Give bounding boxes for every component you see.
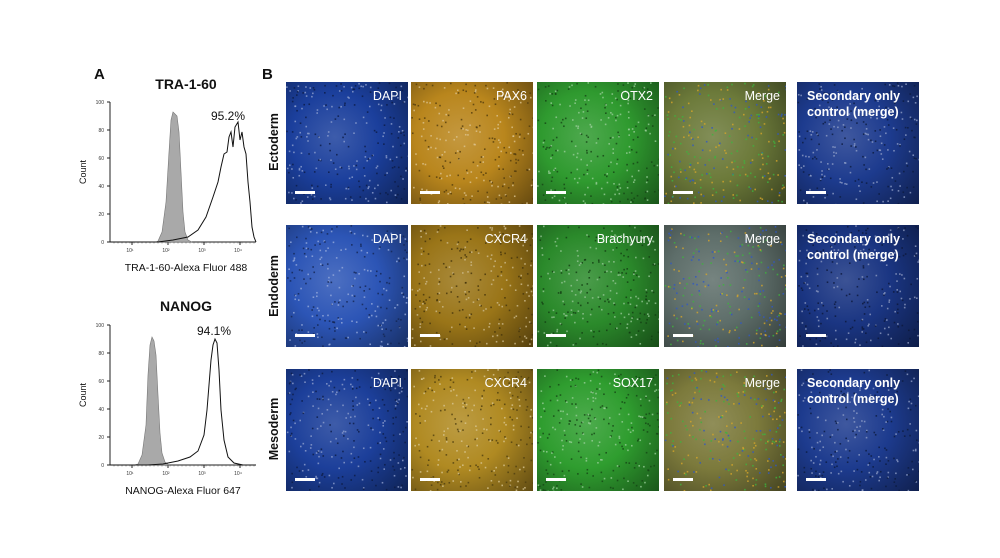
row-label-endoderm: Endoderm <box>267 255 281 317</box>
microscopy-tile: OTX2 <box>537 82 659 204</box>
y-tick-label: 80 <box>98 351 104 357</box>
stain-label: Secondary only control (merge) <box>807 89 901 119</box>
percent-positive-label: 95.2% <box>211 109 245 123</box>
stain-label: Brachyury <box>596 232 653 246</box>
stain-label: SOX17 <box>612 376 653 390</box>
percent-positive-label: 94.1% <box>197 324 231 338</box>
y-tick-label: 60 <box>98 156 104 162</box>
y-tick-label: 100 <box>96 323 105 329</box>
microscopy-tile: DAPI <box>286 369 408 491</box>
stained-histogram <box>110 337 256 466</box>
microscopy-tile: PAX6 <box>411 82 533 204</box>
y-tick-label: 0 <box>101 240 104 246</box>
x-tick-label: 10⁴ <box>234 248 242 252</box>
histogram-title: TRA-1-60 <box>155 76 217 92</box>
panel-a-letter: A <box>94 66 105 83</box>
y-tick-label: 20 <box>98 435 104 441</box>
histogram-title: NANOG <box>159 298 213 314</box>
scale-bar <box>673 478 693 481</box>
stain-label: CXCR4 <box>484 376 527 390</box>
y-tick-label: 100 <box>96 100 105 106</box>
scale-bar <box>673 334 693 337</box>
histogram-plot: 0 20 40 60 80 100 10¹ 10² 10³ 10⁴ Count 94.1% <box>78 323 256 475</box>
stain-label: OTX2 <box>620 89 653 103</box>
y-tick-label: 60 <box>98 379 104 385</box>
y-tick-label: 40 <box>98 407 104 413</box>
scale-bar <box>295 334 315 337</box>
x-tick-label: 10³ <box>198 471 206 475</box>
y-tick-label: 40 <box>98 184 104 190</box>
scale-bar <box>420 478 440 481</box>
stain-label: Secondary only control (merge) <box>807 376 901 406</box>
microscopy-tile: Secondary only control (merge) <box>797 225 919 347</box>
microscopy-tile: CXCR4 <box>411 225 533 347</box>
histogram-xlabel: TRA-1-60-Alexa Fluor 488 <box>124 262 248 274</box>
histogram-plot: 0 20 40 60 80 100 10¹ 10² 10³ 10⁴ Count 95.2% <box>78 100 257 252</box>
x-tick-label: 10⁴ <box>234 471 242 475</box>
scale-bar <box>420 191 440 194</box>
stain-label: DAPI <box>372 232 402 246</box>
stain-label: Merge <box>744 376 780 390</box>
y-axis-label: Count <box>78 383 88 408</box>
row-label-ectoderm: Ectoderm <box>267 113 281 171</box>
microscopy-tile: Brachyury <box>537 225 659 347</box>
scale-bar <box>546 191 566 194</box>
control-histogram <box>133 336 170 466</box>
microscopy-tile: Secondary only control (merge) <box>797 369 919 491</box>
y-tick-label: 0 <box>101 463 104 469</box>
stain-label: Merge <box>744 89 780 103</box>
x-tick-label: 10² <box>162 471 170 475</box>
microscopy-tile: CXCR4 <box>411 369 533 491</box>
control-histogram <box>155 111 193 243</box>
microscopy-tile: DAPI <box>286 225 408 347</box>
x-tick-label: 10¹ <box>126 471 134 475</box>
stain-label: Secondary only control (merge) <box>807 232 901 262</box>
y-tick-label: 80 <box>98 128 104 134</box>
scale-bar <box>806 334 826 337</box>
scale-bar <box>295 478 315 481</box>
x-tick-label: 10¹ <box>126 248 134 252</box>
scale-bar <box>546 478 566 481</box>
row-label-mesoderm: Mesoderm <box>267 397 281 461</box>
scale-bar <box>420 334 440 337</box>
y-tick-label: 20 <box>98 212 104 218</box>
x-tick-label: 10² <box>162 248 170 252</box>
microscopy-tile: DAPI <box>286 82 408 204</box>
scale-bar <box>673 191 693 194</box>
x-tick-label: 10³ <box>198 248 206 252</box>
microscopy-tile: Merge <box>664 369 786 491</box>
scale-bar <box>295 191 315 194</box>
stained-histogram <box>110 120 257 243</box>
y-axis-label: Count <box>78 160 88 185</box>
microscopy-tile: Merge <box>664 82 786 204</box>
microscopy-tile: SOX17 <box>537 369 659 491</box>
microscopy-tile: Secondary only control (merge) <box>797 82 919 204</box>
stain-label: PAX6 <box>495 89 527 103</box>
stain-label: CXCR4 <box>484 232 527 246</box>
scale-bar <box>806 191 826 194</box>
panel-b-letter: B <box>262 66 273 83</box>
stain-label: Merge <box>744 232 780 246</box>
microscopy-tile: Merge <box>664 225 786 347</box>
stain-label: DAPI <box>372 376 402 390</box>
scale-bar <box>546 334 566 337</box>
histogram-xlabel: NANOG-Alexa Fluor 647 <box>125 485 241 497</box>
stain-label: DAPI <box>372 89 402 103</box>
scale-bar <box>806 478 826 481</box>
